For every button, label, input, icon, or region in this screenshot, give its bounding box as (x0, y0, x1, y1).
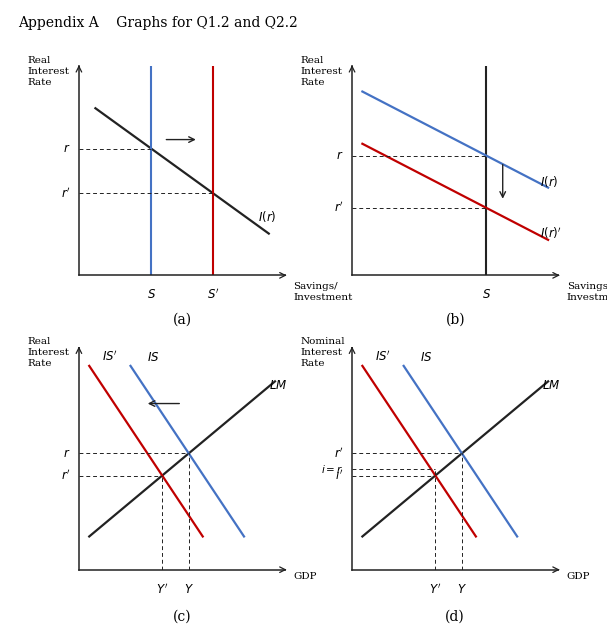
Text: $r$: $r$ (63, 447, 70, 460)
Text: (b): (b) (446, 313, 465, 327)
Text: $I(r)'$: $I(r)'$ (540, 226, 561, 241)
Text: $S'$: $S'$ (207, 288, 219, 303)
Text: $IS'$: $IS'$ (102, 349, 118, 363)
Text: $IS$: $IS$ (420, 351, 433, 363)
Text: $LM$: $LM$ (269, 379, 287, 392)
Text: GDP: GDP (294, 572, 317, 581)
Text: $I(r)$: $I(r)$ (540, 174, 558, 189)
Text: $I(r)$: $I(r)$ (259, 210, 277, 224)
Text: Savings/
Investment: Savings/ Investment (567, 282, 607, 302)
Text: $r'$: $r'$ (61, 468, 70, 483)
Text: $r'$: $r'$ (334, 446, 344, 461)
Text: $r'$: $r'$ (61, 186, 70, 201)
Text: $IS'$: $IS'$ (375, 349, 391, 363)
Text: $Y'$: $Y'$ (429, 583, 441, 598)
Text: $r$: $r$ (336, 149, 344, 162)
Text: $Y$: $Y$ (184, 583, 194, 596)
Text: (d): (d) (446, 610, 465, 624)
Text: $r$: $r$ (63, 142, 70, 155)
Text: Real
Interest
Rate: Real Interest Rate (27, 56, 69, 87)
Text: GDP: GDP (567, 572, 590, 581)
Text: Real
Interest
Rate: Real Interest Rate (27, 337, 69, 368)
Text: Appendix A    Graphs for Q1.2 and Q2.2: Appendix A Graphs for Q1.2 and Q2.2 (18, 16, 298, 30)
Text: Real
Interest
Rate: Real Interest Rate (300, 56, 342, 87)
Text: $LM$: $LM$ (542, 379, 560, 392)
Text: $Y'$: $Y'$ (156, 583, 168, 598)
Text: $r'$: $r'$ (334, 201, 344, 215)
Text: Nominal
Interest
Rate: Nominal Interest Rate (300, 337, 345, 368)
Text: $i'$: $i'$ (336, 468, 344, 483)
Text: Savings/
Investment: Savings/ Investment (294, 282, 353, 302)
Text: $i=r$: $i=r$ (321, 463, 344, 475)
Text: $Y$: $Y$ (457, 583, 467, 596)
Text: $IS$: $IS$ (147, 351, 160, 363)
Text: $S$: $S$ (147, 288, 155, 301)
Text: $S$: $S$ (482, 288, 490, 301)
Text: (c): (c) (173, 610, 191, 624)
Text: (a): (a) (172, 313, 192, 327)
